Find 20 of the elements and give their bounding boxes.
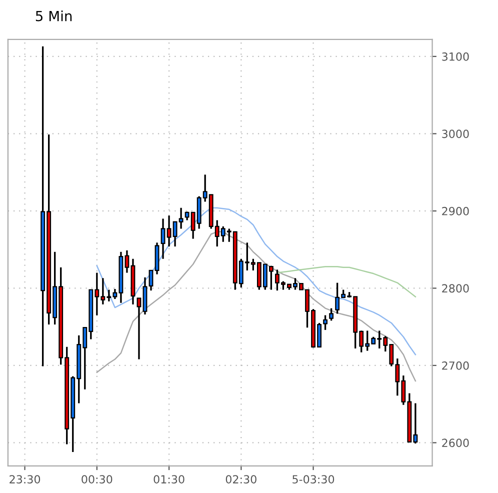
candlestick xyxy=(136,297,142,360)
y-tick-label: 3000 xyxy=(442,130,469,138)
y-tick-label: 2900 xyxy=(442,206,469,216)
y-tick-label: 3100 xyxy=(442,52,469,61)
x-tick-label: 01:30 xyxy=(154,475,184,484)
candlestick xyxy=(148,270,154,292)
y-tick-label: 2700 xyxy=(442,361,469,370)
candlestick xyxy=(124,250,130,274)
y-tick-label: 2600 xyxy=(442,438,469,448)
y-tick-label: 2800 xyxy=(442,284,469,293)
candlestick xyxy=(166,214,172,248)
x-tick-label: 00:30 xyxy=(82,475,112,484)
line-series xyxy=(96,207,416,356)
x-tick-label: 5-03:30 xyxy=(292,475,334,484)
line-series xyxy=(276,266,416,298)
x-tick-label: 02:30 xyxy=(226,475,256,484)
candlestick xyxy=(160,218,166,260)
chart-title: 5 Min xyxy=(36,10,72,22)
candlestick xyxy=(329,307,334,322)
x-tick-label: 23:30 xyxy=(10,475,40,484)
